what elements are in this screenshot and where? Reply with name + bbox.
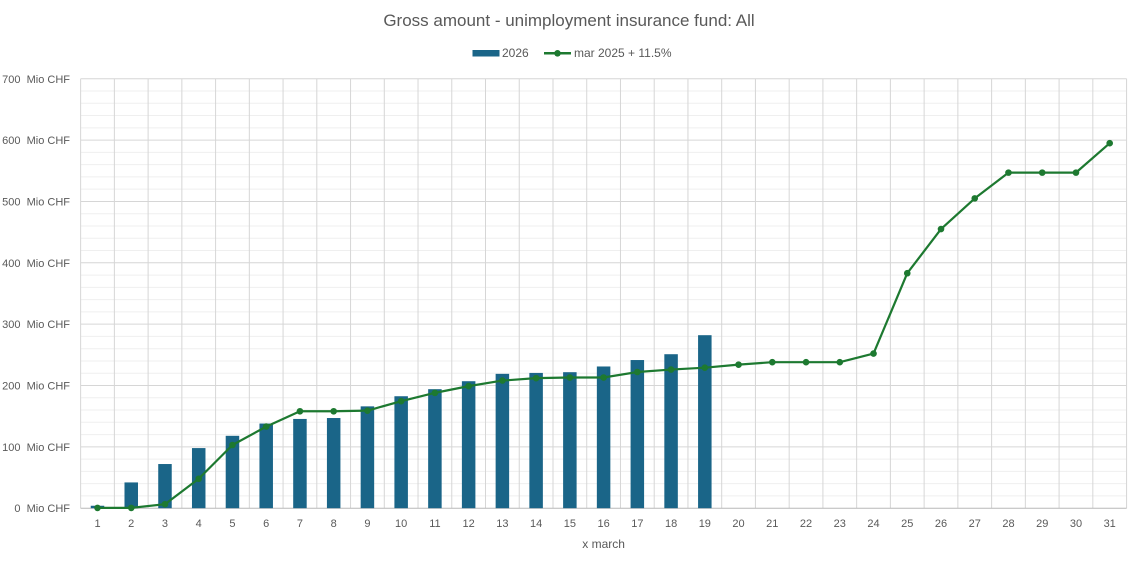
svg-text:Gross amount - unimployment in: Gross amount - unimployment insurance fu… — [383, 11, 754, 30]
svg-text:2026: 2026 — [502, 46, 529, 60]
svg-text:14: 14 — [530, 518, 542, 530]
svg-text:3: 3 — [162, 518, 168, 530]
svg-text:7: 7 — [297, 518, 303, 530]
svg-text:28: 28 — [1002, 518, 1014, 530]
svg-text:6: 6 — [263, 518, 269, 530]
svg-text:700 Mio CHF: 700 Mio CHF — [2, 74, 70, 86]
svg-text:12: 12 — [463, 518, 475, 530]
svg-text:23: 23 — [834, 518, 846, 530]
svg-text:11: 11 — [429, 518, 440, 530]
svg-text:18: 18 — [665, 518, 677, 530]
svg-text:8: 8 — [331, 518, 337, 530]
svg-text:400 Mio CHF: 400 Mio CHF — [2, 258, 70, 270]
svg-text:300 Mio CHF: 300 Mio CHF — [2, 319, 70, 331]
svg-text:13: 13 — [496, 518, 508, 530]
svg-text:30: 30 — [1070, 518, 1082, 530]
svg-text:4: 4 — [196, 518, 202, 530]
svg-text:20: 20 — [732, 518, 744, 530]
svg-text:1: 1 — [94, 518, 100, 530]
svg-text:27: 27 — [969, 518, 981, 530]
svg-text:26: 26 — [935, 518, 947, 530]
svg-text:10: 10 — [395, 518, 407, 530]
svg-text:25: 25 — [901, 518, 913, 530]
svg-text:19: 19 — [699, 518, 711, 530]
svg-text:24: 24 — [867, 518, 879, 530]
svg-text:17: 17 — [631, 518, 643, 530]
svg-text:5: 5 — [229, 518, 235, 530]
svg-text:21: 21 — [766, 518, 778, 530]
svg-text:29: 29 — [1036, 518, 1048, 530]
svg-text:15: 15 — [564, 518, 576, 530]
svg-text:x march: x march — [582, 537, 625, 551]
svg-text:100 Mio CHF: 100 Mio CHF — [2, 442, 70, 454]
svg-text:31: 31 — [1104, 518, 1116, 530]
svg-text:9: 9 — [364, 518, 370, 530]
svg-text:200 Mio CHF: 200 Mio CHF — [2, 381, 70, 393]
svg-text:22: 22 — [800, 518, 812, 530]
svg-text:500 Mio CHF: 500 Mio CHF — [2, 196, 70, 208]
svg-text:2: 2 — [128, 518, 134, 530]
svg-text:mar 2025 + 11.5%: mar 2025 + 11.5% — [574, 46, 672, 60]
svg-text:0 Mio CHF: 0 Mio CHF — [14, 503, 70, 515]
svg-text:600 Mio CHF: 600 Mio CHF — [2, 135, 70, 147]
svg-text:16: 16 — [597, 518, 609, 530]
